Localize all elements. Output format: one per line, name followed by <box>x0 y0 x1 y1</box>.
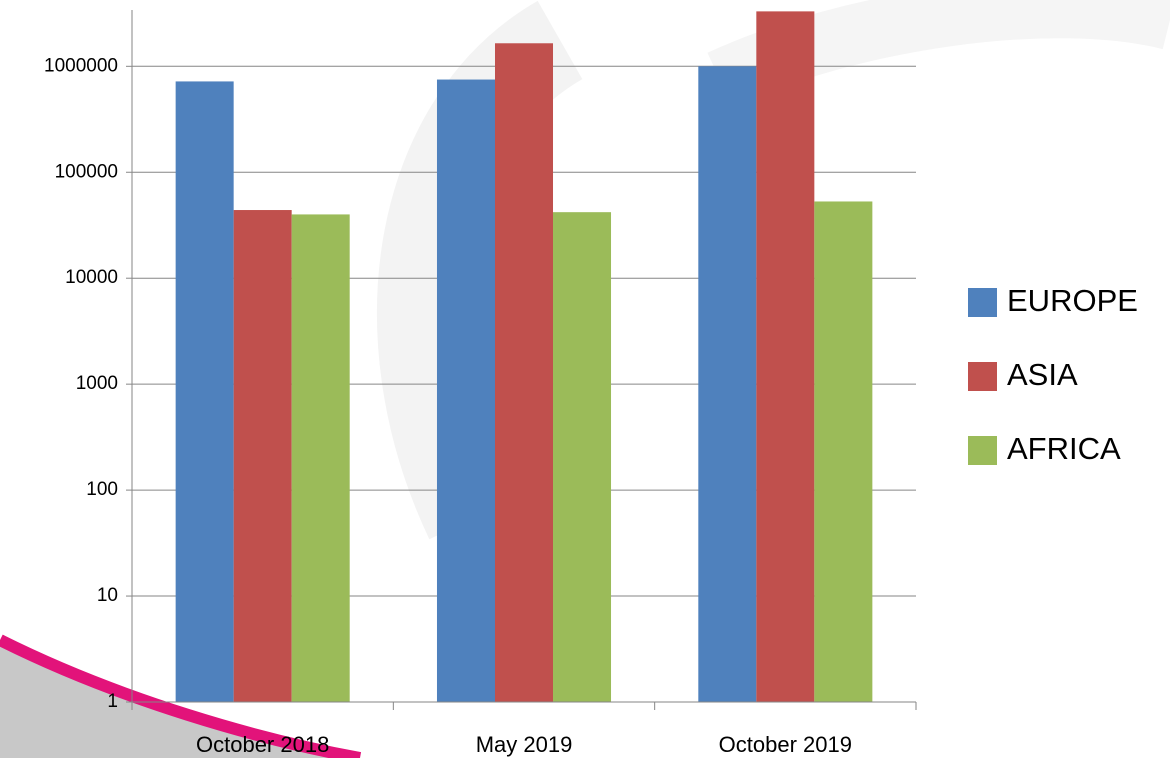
x-tick-label: October 2019 <box>719 732 852 757</box>
y-tick-label: 100 <box>86 479 118 500</box>
decor-swoosh <box>0 634 362 758</box>
legend-label: EUROPE <box>1007 283 1138 318</box>
legend-swatch <box>968 436 997 465</box>
legend-swatch <box>968 362 997 391</box>
decor-fill <box>0 640 360 758</box>
y-tick-label: 10 <box>97 585 118 606</box>
y-tick-label: 1000000 <box>44 55 118 76</box>
bar <box>553 212 612 702</box>
bar <box>175 81 234 703</box>
bar <box>233 210 292 702</box>
y-tick-label: 1 <box>107 691 118 712</box>
y-tick-label: 100000 <box>55 161 118 182</box>
bar <box>814 201 873 702</box>
y-tick-label: 1000 <box>76 373 118 394</box>
bar <box>494 43 554 703</box>
bar <box>291 214 350 702</box>
x-tick-label: October 2018 <box>196 732 329 757</box>
bar <box>756 11 815 703</box>
y-tick-label: 10000 <box>65 267 118 288</box>
legend-label: AFRICA <box>1007 431 1121 466</box>
plot-area: 1 10 100 1000 10000 100000 1000000 October 2018… <box>44 10 1138 757</box>
legend-swatch <box>968 288 997 317</box>
bar <box>436 79 495 702</box>
legend-label: ASIA <box>1007 357 1078 392</box>
bar <box>698 66 757 702</box>
x-tick-label: May 2019 <box>476 732 573 757</box>
